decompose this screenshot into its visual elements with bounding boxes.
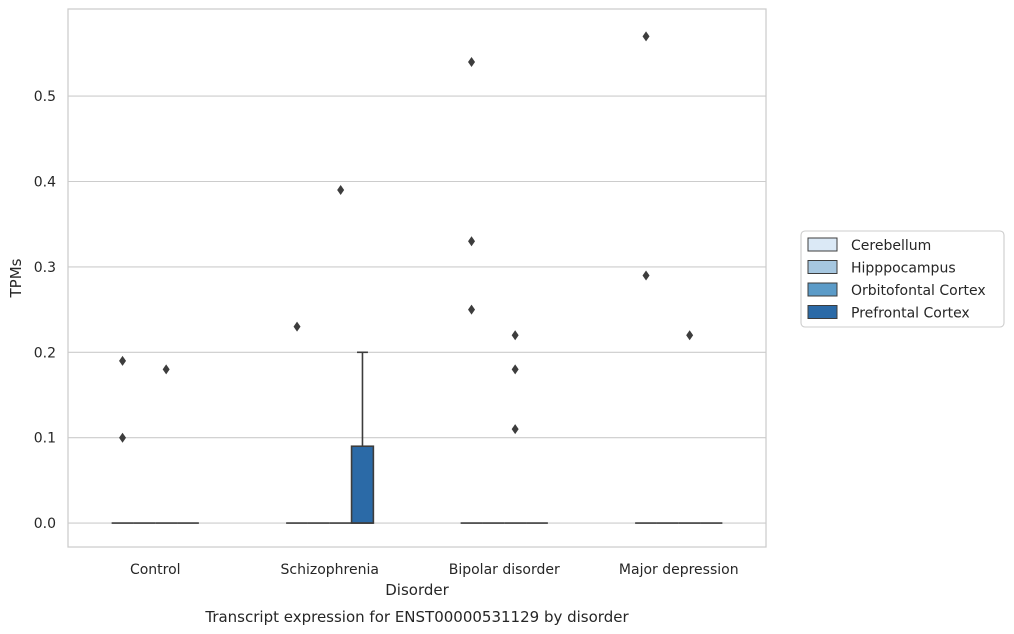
outlier-point [293,321,301,332]
outlier-point [511,364,519,375]
legend: Cerebellum Hipppocampus Orbitofontal Corte… [800,230,1005,328]
legend-label: Orbitofontal Cortex [851,283,986,299]
outlier-point [119,432,127,443]
y-tick-label: 0.2 [34,345,56,361]
outliers [119,31,694,443]
legend-swatch [807,260,838,274]
outlier-point [468,304,476,315]
x-axis-title: Disorder [385,581,449,599]
x-tick-labels: Control Schizophrenia Bipolar disorder Majo… [130,562,739,578]
plot-frame [67,8,767,548]
outlier-point [162,364,170,375]
figure-caption: Transcript expression for ENST0000053112… [204,608,629,626]
legend-label: Prefrontal Cortex [851,306,970,322]
outlier-point [468,236,476,247]
gridlines [68,95,766,524]
x-tick-label: Bipolar disorder [449,562,560,578]
y-tick-labels: 0.0 0.1 0.2 0.3 0.4 0.5 [34,89,56,532]
y-axis-title: TPMs [7,258,25,298]
outlier-point [642,270,650,281]
outlier-point [468,56,476,67]
legend-label: Hipppocampus [851,261,956,277]
legend-label: Cerebellum [851,238,931,254]
x-tick-label: Control [130,562,181,578]
outlier-point [511,424,519,435]
outlier-point [119,355,127,366]
legend-swatch [807,237,838,252]
x-tick-label: Schizophrenia [281,562,379,578]
outlier-point [686,330,694,341]
boxes [111,351,723,524]
box-3-1 [350,445,375,524]
outlier-point [337,185,345,196]
legend-swatch [807,282,838,297]
outlier-point [642,31,650,42]
y-tick-label: 0.5 [34,89,56,105]
y-tick-label: 0.1 [34,431,56,447]
x-tick-label: Major depression [619,562,739,578]
legend-swatch [807,305,838,319]
legend-frame [800,230,1005,328]
y-tick-label: 0.0 [34,516,56,532]
outlier-point [511,330,519,341]
y-tick-label: 0.4 [34,175,56,191]
y-tick-label: 0.3 [34,260,56,276]
